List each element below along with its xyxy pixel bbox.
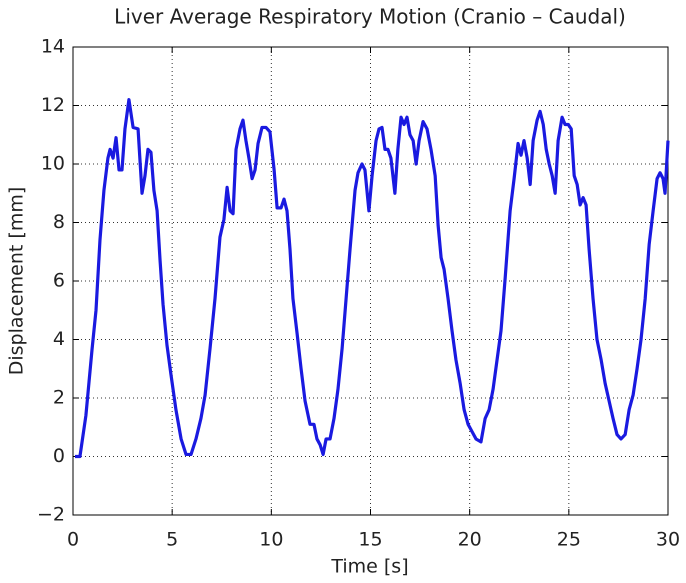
x-tick-label: 5	[166, 529, 178, 551]
x-tick-label: 0	[67, 529, 79, 551]
y-tick-label: 10	[41, 153, 65, 175]
x-tick-label: 25	[557, 529, 581, 551]
x-tick-label: 15	[358, 529, 382, 551]
x-tick-label: 20	[458, 529, 482, 551]
y-tick-label: 8	[53, 211, 65, 233]
y-tick-label: 0	[53, 445, 65, 467]
plot-frame	[72, 46, 669, 516]
x-tick-label: 30	[656, 529, 680, 551]
y-tick-label: −2	[37, 504, 65, 526]
x-tick-label: 10	[259, 529, 283, 551]
y-tick-label: 14	[41, 36, 65, 58]
y-tick-label: 2	[53, 387, 65, 409]
data-line	[74, 98, 670, 459]
y-tick-label: 12	[41, 94, 65, 116]
x-axis-label: Time [s]	[330, 556, 408, 578]
y-axis-label: Displacement [mm]	[6, 187, 28, 376]
chart-title: Liver Average Respiratory Motion (Cranio…	[114, 5, 626, 29]
y-tick-label: 4	[53, 328, 65, 350]
y-tick-label: 6	[53, 270, 65, 292]
